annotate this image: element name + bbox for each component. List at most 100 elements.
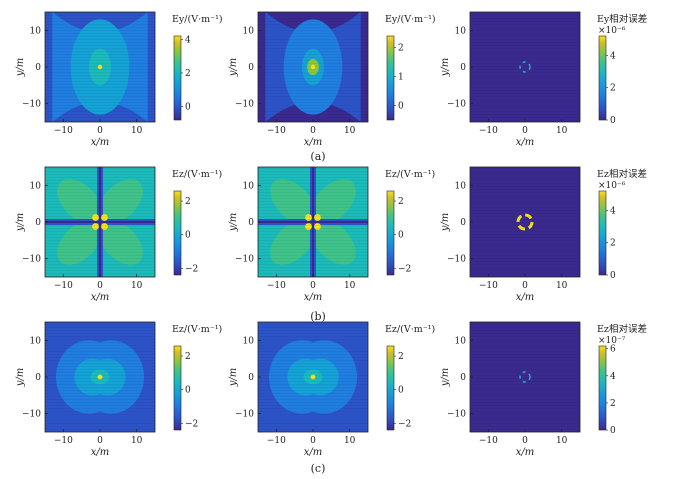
colorbar-tick-label: 2	[610, 399, 616, 409]
x-tick-label: −10	[54, 436, 73, 446]
y-tick-label: 10	[455, 26, 467, 36]
colorbar-tick-label: 0	[398, 102, 404, 112]
x-axis-label: x/m	[516, 292, 535, 303]
colorbar-tick-label: 0	[610, 116, 616, 126]
colorbar-multiplier: ×10⁻⁶	[598, 26, 626, 36]
y-tick-label: −10	[22, 100, 41, 110]
colorbar-label: Ez/(V·m⁻¹)	[172, 169, 222, 180]
y-tick-label: 0	[35, 218, 41, 228]
colorbar-tick-label: −2	[398, 264, 411, 274]
x-tick-label: 0	[97, 126, 103, 136]
colorbar-label: Ez相对误差	[597, 168, 647, 180]
x-tick-label: −10	[479, 126, 498, 136]
heatmap-panel-c1: −10 0 10 −10 0 10 x/m y/m −2 0 2 Ez/(V·m⁻¹)	[15, 321, 222, 458]
colorbar	[173, 345, 182, 431]
heatmap-panel-c2: −10 0 10 −10 0 10 x/m y/m −2 0 2 Ez/(V·m⁻¹)	[228, 321, 435, 458]
heatmap-panel-b3: −10 0 10 −10 0 10 x/m y/m 0 2 4 Ez相对误差×10⁻⁶	[440, 166, 647, 303]
y-axis-label: y/m	[15, 58, 26, 78]
x-tick-label: 0	[310, 281, 316, 291]
x-tick-label: −10	[267, 126, 286, 136]
y-tick-label: 0	[35, 373, 41, 383]
colorbar-tick-label: 2	[185, 69, 191, 79]
heatmap-panel-b2: −10 0 10 −10 0 10 x/m y/m −2 0 2 Ez/(V·m⁻¹)	[228, 166, 435, 303]
y-tick-label: −10	[22, 410, 41, 420]
heatmap-panel-c3: −10 0 10 −10 0 10 x/m y/m 0 2 4 6 Ez相对误差×10⁻⁷	[440, 321, 647, 458]
y-tick-label: 10	[243, 26, 255, 36]
x-tick-label: −10	[479, 436, 498, 446]
colorbar-tick-label: 0	[185, 231, 191, 241]
y-axis-label: y/m	[228, 213, 239, 233]
y-tick-label: −10	[447, 255, 466, 265]
colorbar	[173, 35, 182, 121]
colorbar-tick-label: −2	[185, 419, 198, 429]
x-tick-label: −10	[54, 126, 73, 136]
heatmap-field	[45, 322, 155, 432]
x-tick-label: 0	[97, 436, 103, 446]
x-tick-label: 0	[522, 281, 528, 291]
y-tick-label: −10	[235, 410, 254, 420]
y-tick-label: −10	[447, 100, 466, 110]
colorbar	[386, 345, 395, 431]
y-tick-label: 0	[248, 218, 254, 228]
x-tick-label: 10	[344, 126, 356, 136]
x-axis-label: x/m	[516, 137, 535, 148]
scanline-overlay	[470, 12, 580, 122]
colorbar-tick-label: 4	[610, 51, 616, 61]
heatmap-field	[258, 12, 368, 122]
colorbar-tick-label: 2	[398, 197, 404, 207]
x-tick-label: 0	[97, 281, 103, 291]
colorbar-tick-label: 0	[185, 103, 191, 113]
colorbar	[386, 35, 395, 121]
x-tick-label: 0	[310, 436, 316, 446]
heatmap-panel-a1: −10 0 10 −10 0 10 x/m y/m 0 2 4 Ey/(V·m⁻¹)	[15, 11, 223, 148]
scanline-overlay	[470, 167, 580, 277]
x-tick-label: 10	[556, 281, 568, 291]
x-tick-label: 10	[344, 281, 356, 291]
heatmap-field	[45, 167, 155, 277]
y-tick-label: 0	[460, 218, 466, 228]
x-axis-label: x/m	[516, 447, 535, 458]
colorbar-label: Ez/(V·m⁻¹)	[385, 169, 435, 180]
heatmap-field	[258, 167, 368, 277]
x-axis-label: x/m	[91, 292, 110, 303]
y-axis-label: y/m	[440, 368, 451, 388]
y-axis-label: y/m	[228, 368, 239, 388]
y-tick-label: 0	[460, 373, 466, 383]
x-tick-label: −10	[479, 281, 498, 291]
colorbar-tick-label: 0	[398, 231, 404, 241]
y-tick-label: 10	[243, 181, 255, 191]
colorbar-tick-label: 0	[610, 426, 616, 436]
x-tick-label: 10	[556, 436, 568, 446]
heatmap-field	[470, 12, 580, 122]
x-tick-label: 10	[131, 436, 143, 446]
y-axis-label: y/m	[15, 213, 26, 233]
x-tick-label: 10	[344, 436, 356, 446]
heatmap-panel-b1: −10 0 10 −10 0 10 x/m y/m −2 0 2 Ez/(V·m⁻¹)	[15, 166, 222, 303]
scanline-overlay	[258, 12, 368, 122]
y-axis-label: y/m	[440, 58, 451, 78]
colorbar-label: Ez/(V·m⁻¹)	[172, 324, 222, 335]
caption-b: (b)	[310, 310, 326, 323]
colorbar	[598, 190, 607, 276]
colorbar-label: Ez/(V·m⁻¹)	[385, 324, 435, 335]
colorbar-label: Ez相对误差	[597, 323, 647, 335]
colorbar-multiplier: ×10⁻⁶	[598, 181, 626, 191]
x-axis-label: x/m	[91, 447, 110, 458]
y-tick-label: −10	[235, 100, 254, 110]
y-tick-label: 10	[455, 181, 467, 191]
scanline-overlay	[45, 167, 155, 277]
colorbar-tick-label: 2	[185, 352, 191, 362]
colorbar	[173, 190, 182, 276]
colorbar-tick-label: −2	[398, 419, 411, 429]
colorbar	[598, 35, 607, 121]
colorbar	[386, 190, 395, 276]
colorbar-tick-label: 0	[185, 386, 191, 396]
captions-layer: (a) (b) (c)	[310, 150, 326, 475]
y-tick-label: −10	[447, 410, 466, 420]
colorbar-tick-label: 0	[610, 271, 616, 281]
y-axis-label: y/m	[15, 368, 26, 388]
colorbar-tick-label: 2	[610, 84, 616, 94]
x-tick-label: −10	[267, 436, 286, 446]
x-tick-label: 0	[522, 126, 528, 136]
